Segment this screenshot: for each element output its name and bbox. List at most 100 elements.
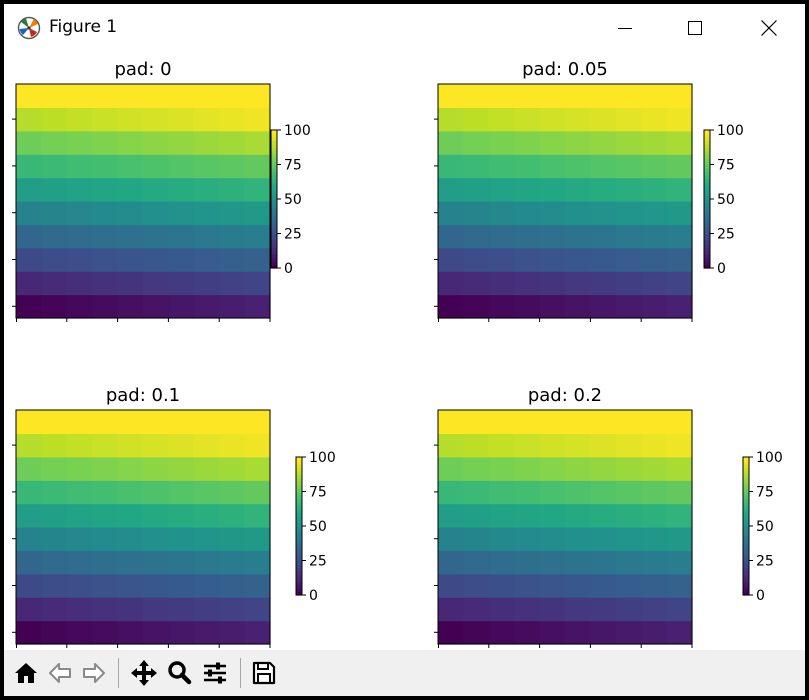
heatmap-cell	[565, 224, 591, 249]
heatmap-cell	[117, 620, 144, 645]
heatmap-cell	[666, 480, 693, 505]
heatmap-cell	[193, 527, 220, 551]
heatmap-cell	[41, 271, 68, 296]
heatmap-cell	[590, 177, 617, 202]
home-button[interactable]	[11, 658, 41, 688]
heatmap-cell	[539, 620, 566, 645]
heatmap-cell	[219, 84, 246, 108]
heatmap-cell	[92, 573, 119, 598]
heatmap-cell	[666, 294, 693, 319]
heatmap-cell	[488, 503, 515, 528]
heatmap-cell	[615, 550, 642, 575]
heatmap-cell	[16, 294, 42, 319]
heatmap-cell	[219, 480, 246, 505]
figure-canvas[interactable]: pad: 0 0 25 50 75 100 pad: 0.05 0 25 50 75 100 pad: …	[4, 52, 805, 650]
heatmap-cell	[615, 456, 642, 481]
heatmap-cell	[193, 597, 220, 622]
heatmap-cell	[219, 527, 246, 551]
heatmap-cell	[590, 480, 617, 505]
back-button[interactable]	[45, 658, 75, 688]
heatmap-cell	[92, 177, 119, 202]
colorbar-segment	[271, 164, 277, 169]
heatmap-cell	[168, 177, 195, 202]
colorbar-segment	[704, 199, 710, 204]
colorbar-segment	[704, 167, 710, 172]
colorbar-segment	[743, 581, 749, 586]
heatmap-cell	[66, 271, 93, 296]
matplotlib-logo-icon	[17, 16, 41, 40]
heatmap-cell	[41, 433, 68, 458]
heatmap-cell	[41, 573, 68, 598]
configure-subplots-button[interactable]	[200, 658, 230, 688]
colorbar-segment	[296, 481, 302, 486]
minimize-button[interactable]	[590, 4, 660, 52]
heatmap-cell	[463, 201, 490, 225]
heatmap-cell	[92, 247, 119, 272]
heatmap-cell	[41, 410, 68, 434]
colorbar-segment	[704, 188, 710, 193]
heatmap-cell	[16, 620, 42, 645]
colorbar-segment	[743, 532, 749, 537]
title-bar: Figure 1	[4, 4, 805, 52]
heatmap-cell	[66, 410, 93, 434]
colorbar-segment	[296, 508, 302, 513]
colorbar-segment	[296, 522, 302, 527]
colorbar-tick-label: 0	[756, 588, 765, 604]
heatmap-cell	[641, 620, 668, 645]
colorbar-segment	[296, 505, 302, 510]
heatmap-cell	[488, 456, 515, 481]
colorbar-segment	[296, 467, 302, 472]
colorbar-segment	[743, 488, 749, 493]
heatmap-cell	[41, 550, 68, 575]
window-title: Figure 1	[49, 17, 118, 37]
colorbar-segment	[296, 563, 302, 568]
heatmap-cell	[590, 84, 617, 108]
heatmap-cell	[66, 177, 93, 202]
heatmap-cell	[514, 597, 541, 622]
maximize-button[interactable]	[660, 4, 730, 52]
colorbar-segment	[271, 254, 277, 259]
colorbar-tick-label: 75	[309, 485, 327, 501]
heatmap-cell	[514, 154, 541, 179]
heatmap-cell	[41, 177, 68, 202]
heatmap-cell	[539, 84, 566, 108]
colorbar-segment	[271, 216, 277, 221]
colorbar-segment	[271, 226, 277, 231]
heatmap-cell	[590, 550, 617, 575]
heatmap-cell	[168, 597, 195, 622]
heatmap-cell	[219, 433, 246, 458]
colorbar-segment	[296, 484, 302, 489]
zoom-button[interactable]	[164, 658, 194, 688]
axes-frame	[15, 83, 271, 319]
heatmap-cell	[193, 154, 220, 179]
colorbar-segment	[704, 254, 710, 259]
colorbar-segment	[704, 250, 710, 255]
colorbar-segment	[271, 250, 277, 255]
forward-button[interactable]	[79, 658, 109, 688]
colorbar-segment	[743, 481, 749, 486]
heatmap-cell	[143, 597, 169, 622]
colorbar-segment	[296, 553, 302, 558]
heatmap-cell	[41, 620, 68, 645]
heatmap-cell	[514, 480, 541, 505]
heatmap-cell	[514, 130, 541, 155]
colorbar-segment	[271, 192, 277, 197]
heatmap-cell	[92, 503, 119, 528]
heatmap-cell	[16, 271, 42, 296]
pan-button[interactable]	[129, 658, 159, 688]
save-button[interactable]	[249, 658, 279, 688]
colorbar-segment	[271, 209, 277, 214]
heatmap-cell	[193, 410, 220, 434]
heatmap-cell	[438, 480, 464, 505]
heatmap-cell	[244, 294, 271, 319]
heatmap-cell	[666, 154, 693, 179]
colorbar-segment	[296, 550, 302, 555]
colorbar-segment	[271, 178, 277, 183]
heatmap-cell	[193, 294, 220, 319]
heatmap-cell	[244, 550, 271, 575]
close-button[interactable]	[734, 4, 804, 52]
heatmap-cell	[66, 201, 93, 225]
heatmap-cell	[615, 503, 642, 528]
heatmap-cell	[438, 201, 464, 225]
colorbar-segment	[743, 584, 749, 589]
